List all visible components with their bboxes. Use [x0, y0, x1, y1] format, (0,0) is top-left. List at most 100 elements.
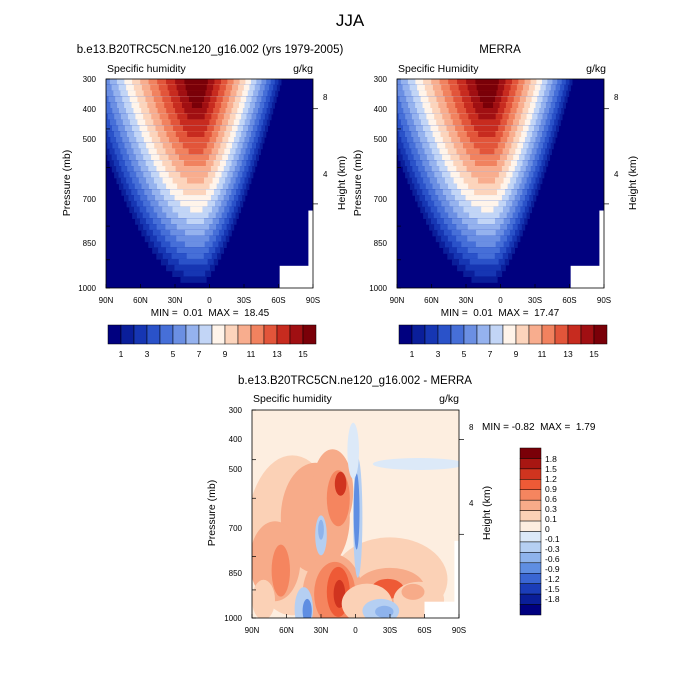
- units-label: g/kg: [586, 63, 606, 75]
- contour-level: [483, 102, 493, 108]
- colorbar-swatch: [520, 521, 541, 531]
- contour-level: [187, 253, 204, 259]
- contour-level: [474, 189, 497, 195]
- contour-level: [183, 125, 207, 131]
- y-tick-label: 400: [229, 435, 243, 444]
- colorbar-label: 0.3: [545, 504, 557, 514]
- variable-label: Specific humidity: [253, 393, 333, 405]
- contour-level: [467, 166, 502, 172]
- colorbar-label: 0.6: [545, 494, 557, 504]
- contour-level: [465, 265, 501, 271]
- contour-level: [189, 149, 204, 155]
- y-axis-label: Pressure (mb): [206, 480, 218, 547]
- y-tick-label: 850: [229, 569, 243, 578]
- colorbar-label: -0.6: [545, 554, 560, 564]
- colorbar-swatch: [438, 325, 451, 344]
- x-tick-label: 60N: [133, 296, 148, 305]
- contour-level: [480, 149, 495, 155]
- y-axis-label: Pressure (mb): [352, 150, 364, 217]
- contour-level: [187, 131, 204, 137]
- y-axis-label: Pressure (mb): [61, 150, 73, 217]
- contour-level: [375, 606, 393, 618]
- y-tick-label: 700: [83, 195, 97, 204]
- colorbar-swatch: [520, 542, 541, 552]
- colorbar-label: 11: [247, 349, 256, 359]
- colorbar-swatch: [212, 325, 225, 344]
- colorbar-label: 0: [545, 524, 550, 534]
- colorbar-label: -1.5: [545, 584, 560, 594]
- contour-level: [471, 276, 497, 282]
- contour-level: [184, 108, 206, 114]
- contour-level: [335, 472, 347, 496]
- colorbar-label: 0.9: [545, 484, 557, 494]
- colorbar-label: 0.1: [545, 514, 557, 524]
- contour-field: [246, 410, 465, 634]
- contour-level: [187, 114, 204, 120]
- contour-level: [187, 218, 204, 224]
- colorbar-swatch: [520, 490, 541, 500]
- y-tick-label: 1000: [78, 284, 96, 293]
- colorbar-swatch: [399, 325, 412, 344]
- contour-level: [176, 166, 211, 172]
- colorbar-swatch: [594, 325, 607, 344]
- variable-label: Specific Humidity: [398, 63, 479, 75]
- y-tick-label: 700: [374, 195, 388, 204]
- contour-level: [471, 120, 500, 126]
- missing-data-area: [308, 211, 313, 288]
- colorbar-swatch: [581, 325, 594, 344]
- colorbar-label: -1.2: [545, 574, 560, 584]
- contour-level: [184, 160, 206, 166]
- colorbar-label: 3: [436, 349, 441, 359]
- colorbar-label: 11: [538, 349, 547, 359]
- x-tick-label: 30S: [383, 626, 397, 635]
- colorbar-swatch: [568, 325, 581, 344]
- contour-level: [190, 207, 202, 213]
- contour-level: [180, 172, 208, 178]
- contour-level: [475, 160, 497, 166]
- figure-title: JJA: [336, 11, 365, 30]
- colorbar-label: 15: [589, 349, 599, 359]
- colorbar-swatch: [186, 325, 199, 344]
- contour-level: [475, 79, 498, 85]
- colorbar-label: 1.2: [545, 474, 557, 484]
- x-tick-label: 90S: [452, 626, 466, 635]
- colorbar-swatch: [542, 325, 555, 344]
- contour-level: [354, 474, 360, 550]
- colorbar-swatch: [425, 325, 438, 344]
- contour-level: [470, 259, 499, 265]
- contour-level: [185, 242, 205, 248]
- right-tick-label: 8: [469, 423, 474, 432]
- colorbar-swatch: [160, 325, 173, 344]
- contour-level: [474, 125, 498, 131]
- colorbar-swatch: [520, 594, 541, 604]
- right-tick-label: 8: [323, 93, 328, 102]
- colorbar-swatch: [520, 469, 541, 479]
- contour-level: [478, 131, 495, 137]
- contour-level: [185, 230, 205, 236]
- right-tick-label: 4: [469, 499, 474, 508]
- colorbar-label: 13: [272, 349, 282, 359]
- colorbar-swatch: [277, 325, 290, 344]
- colorbar-label: -1.8: [545, 594, 560, 604]
- x-tick-label: 60N: [424, 296, 439, 305]
- colorbar-swatch: [199, 325, 212, 344]
- colorbar-swatch: [520, 479, 541, 489]
- contour-level: [373, 458, 465, 470]
- contour-level: [187, 178, 204, 184]
- panel-title: b.e13.B20TRC5CN.ne120_g16.002 - MERRA: [238, 375, 472, 387]
- missing-data-area: [425, 602, 460, 618]
- x-tick-label: 30S: [528, 296, 542, 305]
- missing-data-area: [454, 541, 459, 618]
- contour-level: [180, 276, 206, 282]
- contour-level: [478, 114, 495, 120]
- colorbar-label: 7: [488, 349, 493, 359]
- colorbar-swatch: [147, 325, 160, 344]
- contour-level: [466, 195, 502, 201]
- y-tick-label: 500: [83, 135, 97, 144]
- x-tick-label: 0: [498, 296, 503, 305]
- right-tick-label: 4: [614, 170, 619, 179]
- x-tick-label: 0: [353, 626, 358, 635]
- colorbar-swatch: [516, 325, 529, 344]
- contour-level: [468, 247, 500, 253]
- x-tick-label: 60N: [279, 626, 294, 635]
